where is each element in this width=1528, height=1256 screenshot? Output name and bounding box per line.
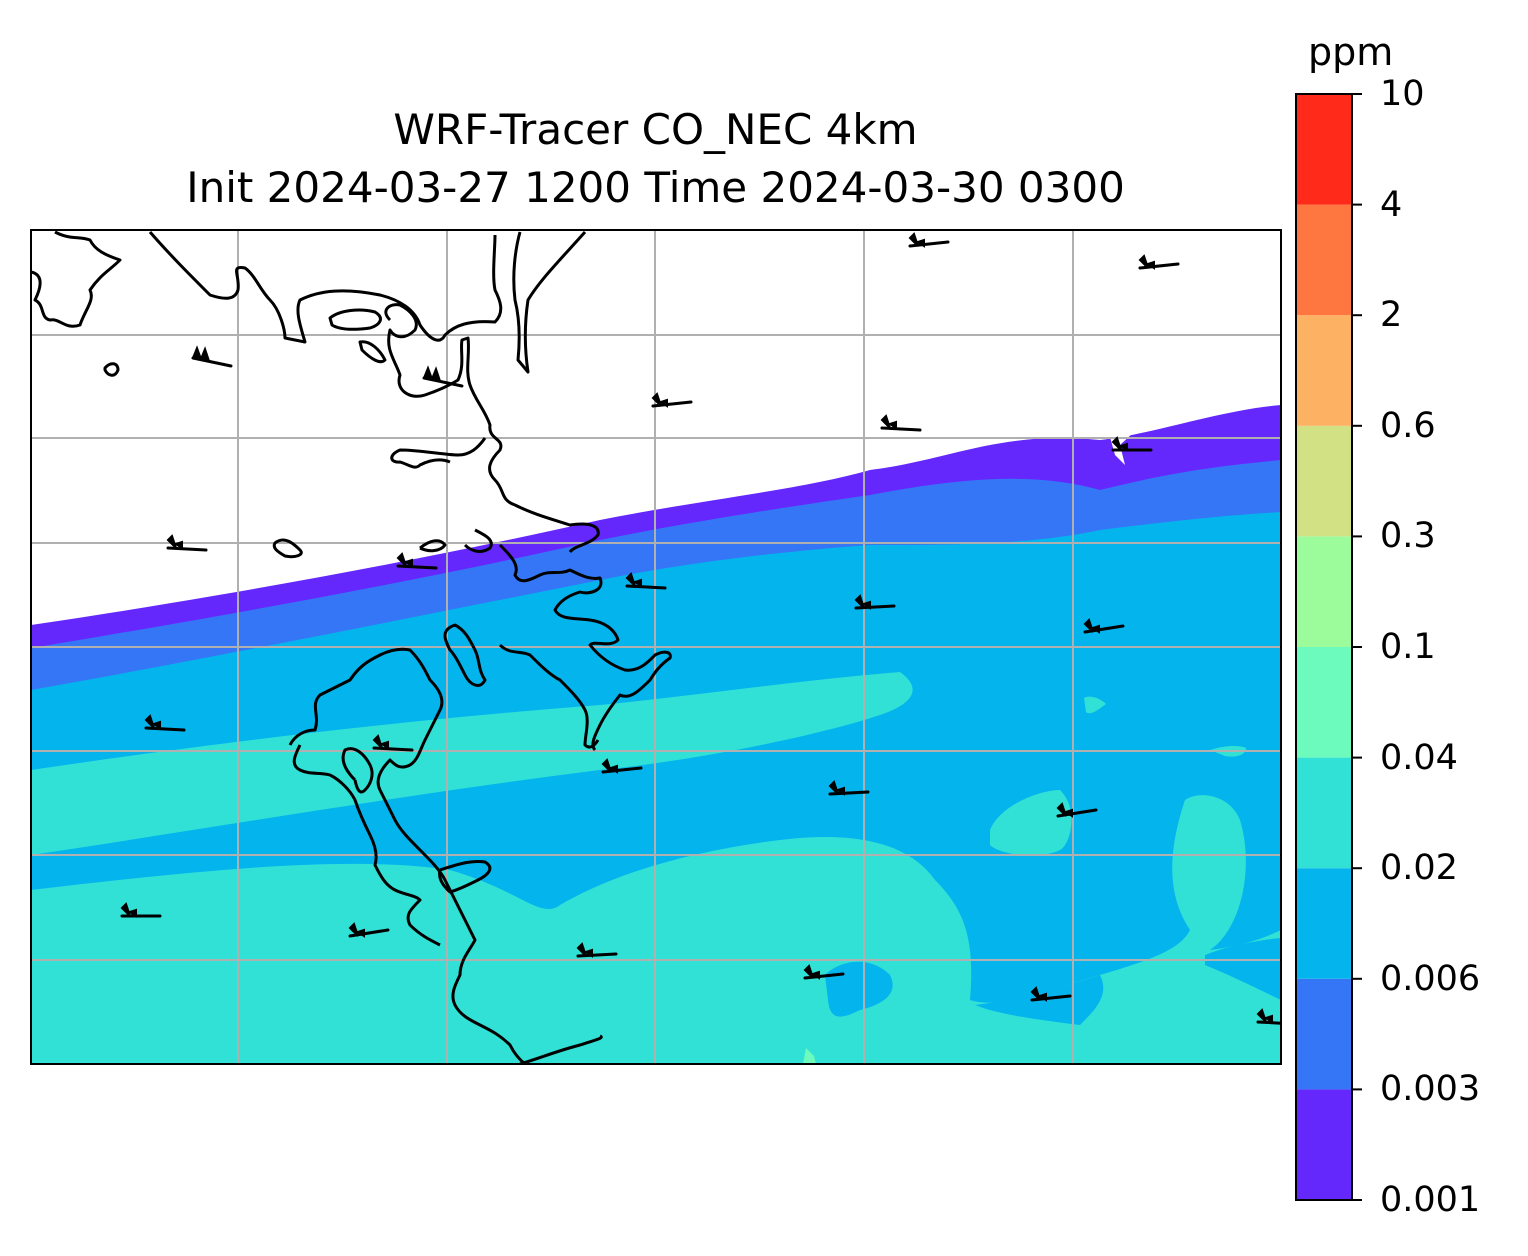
coastline-outline: [31, 230, 672, 1064]
coastline-estuary: [419, 528, 672, 752]
concentration-fill: [31, 405, 1281, 1064]
map-frame: [30, 229, 1282, 1065]
band-002-004-c: [990, 790, 1072, 856]
coastline-north: [31, 230, 122, 328]
colorbar-tick-label: 10: [1380, 74, 1425, 114]
wind-barbs: [120, 232, 1281, 1025]
wind-barb: [144, 714, 186, 732]
colorbar-tick-label: 4: [1380, 184, 1403, 225]
wind-barb: [191, 345, 233, 368]
band-0006-002-patch-c: [1205, 938, 1281, 1000]
colorbar-block: [1296, 425, 1352, 537]
colorbar-tick-label: 0.001: [1380, 1180, 1481, 1220]
coastline-mid: [384, 303, 600, 554]
wind-barb: [908, 232, 950, 248]
colorbar-block: [1296, 94, 1352, 205]
wind-barb: [1138, 254, 1180, 270]
wind-barb: [576, 942, 618, 958]
colorbar-block: [1296, 536, 1352, 647]
band-002-004-a: [31, 672, 913, 855]
wind-barb: [1111, 436, 1153, 452]
wind-barb: [120, 902, 162, 918]
colorbar-tick-label: 0.04: [1380, 737, 1458, 778]
wind-barb: [372, 734, 414, 752]
wind-barb: [601, 758, 643, 774]
coastline-south-c: [438, 860, 492, 894]
colorbar-block: [1296, 1089, 1352, 1200]
colorbar-tick-label: 2: [1380, 295, 1403, 336]
colorbar-tick-label: 0.3: [1380, 516, 1436, 557]
colorbar-tick-label: 0.003: [1380, 1069, 1481, 1110]
colorbar-tick-label: 0.6: [1380, 405, 1436, 446]
colorbar-tick-label: 0.02: [1380, 848, 1458, 889]
band-004-01-spot: [803, 1048, 816, 1064]
coastline-river-b: [390, 437, 487, 469]
wind-barb: [803, 964, 845, 980]
wind-barb: [651, 392, 693, 408]
wind-barb: [854, 594, 896, 610]
wind-barb: [166, 534, 208, 552]
colorbar-tick-label: 0.006: [1380, 958, 1481, 999]
band-002-004-e: [1084, 696, 1106, 714]
grid-lines: [31, 230, 1281, 1064]
coastline-south: [288, 647, 526, 1064]
wind-barb: [348, 922, 390, 938]
coastline-peninsula: [272, 538, 303, 559]
colorbar-tick-label: 0.1: [1380, 627, 1436, 667]
coastline-island-c: [103, 362, 120, 377]
colorbar-block: [1296, 204, 1352, 316]
colorbar-block: [1296, 868, 1352, 979]
coastline-island-b: [358, 340, 387, 364]
coastline-south-b: [292, 744, 441, 947]
colorbar-ticks: [1352, 93, 1362, 1201]
wind-barb: [1083, 618, 1125, 634]
wind-barb: [828, 780, 870, 796]
wind-barb: [422, 365, 464, 388]
coastline-south-e: [341, 747, 374, 794]
colorbar-block: [1296, 647, 1352, 758]
colorbar-block: [1296, 757, 1352, 869]
colorbar-blocks: [1296, 94, 1352, 1200]
coastline-inlet: [443, 623, 487, 687]
wind-barb: [1056, 802, 1098, 818]
colorbar-block: [1296, 978, 1352, 1090]
chart-title-line2: Init 2024-03-27 1200 Time 2024-03-30 030…: [186, 163, 1125, 212]
coastline-river-a: [512, 231, 587, 374]
coastline-south-d: [519, 1034, 603, 1064]
colorbar-block: [1296, 315, 1352, 426]
chart-title-line1: WRF-Tracer CO_NEC 4km: [393, 105, 918, 154]
wind-barb: [396, 552, 438, 570]
coastline-island-a: [328, 308, 382, 331]
colorbar-unit-label: ppm: [1308, 30, 1394, 74]
wind-barb: [1256, 1008, 1281, 1025]
wind-barb: [625, 572, 667, 590]
wind-barb: [880, 414, 922, 432]
coastline-inlet-b: [498, 643, 600, 749]
coastline-bay: [148, 231, 503, 344]
wind-barb: [1030, 986, 1072, 1002]
